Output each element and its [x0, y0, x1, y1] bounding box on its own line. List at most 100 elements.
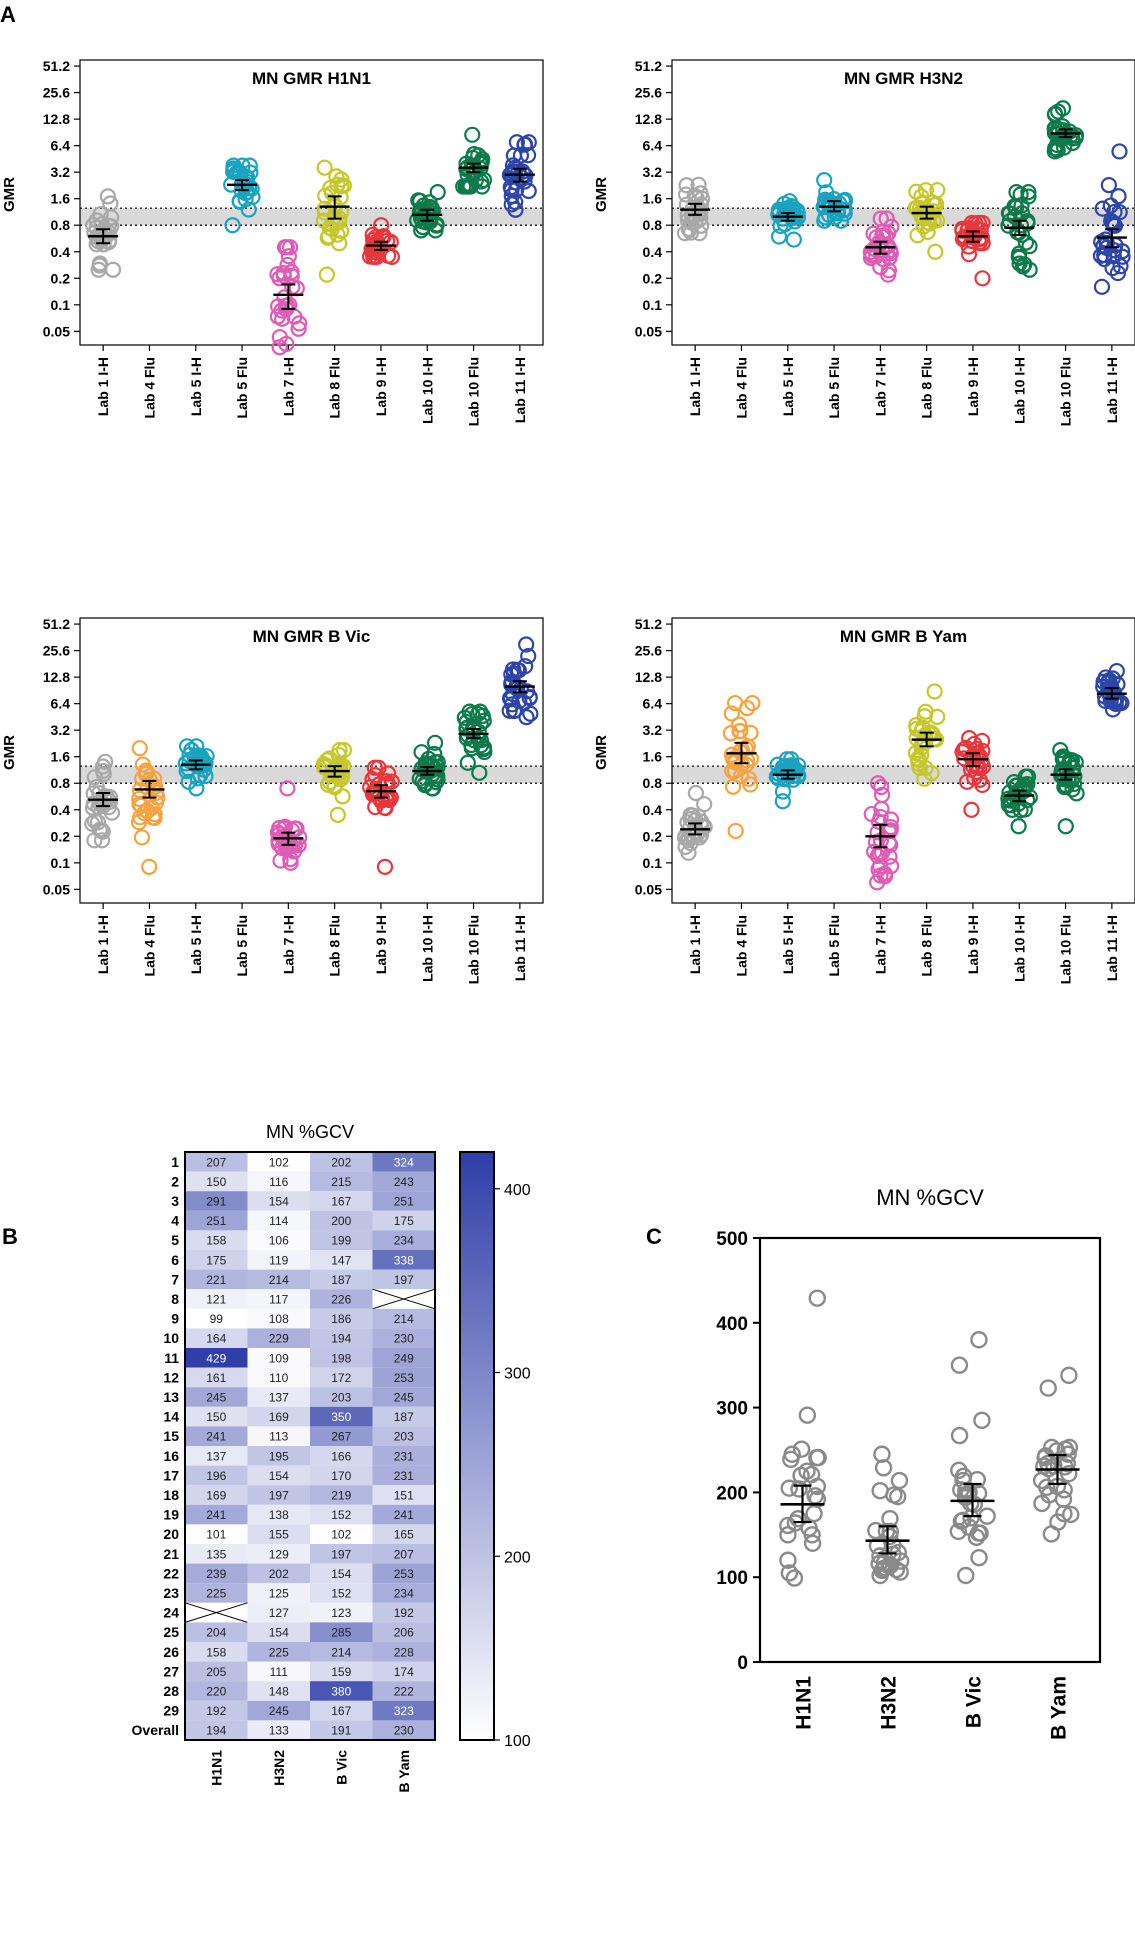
- y-axis-label: GMR: [1, 177, 18, 212]
- gcv-point: [785, 1569, 804, 1587]
- heatmap-cell: [310, 1642, 373, 1662]
- data-point: [1094, 200, 1111, 217]
- heatmap-cell: [185, 1152, 248, 1172]
- heatmap-cell: [185, 1563, 248, 1584]
- x-tick-label: Lab 5 I-H: [780, 915, 796, 974]
- y-tick-label: 0.2: [51, 270, 71, 286]
- heatmap-cell: [185, 1328, 248, 1348]
- series-lab-5-flu: [815, 172, 854, 229]
- heatmap-cell-value: 202: [269, 1567, 289, 1581]
- data-point: [518, 636, 535, 653]
- data-point: [459, 178, 476, 195]
- heatmap-cell: [185, 1700, 248, 1721]
- heatmap-cell-value: 186: [331, 1312, 351, 1326]
- heatmap-cell: [185, 1269, 248, 1290]
- data-point: [974, 270, 991, 287]
- heatmap-row-label: 16: [163, 1448, 179, 1464]
- heatmap-cell-value: 119: [269, 1253, 288, 1267]
- heatmap-row-label: 14: [163, 1409, 179, 1425]
- heatmap-cell-value: 137: [269, 1391, 289, 1405]
- data-point: [327, 215, 344, 232]
- data-point: [269, 308, 287, 325]
- heatmap-row-label: 21: [163, 1546, 179, 1562]
- y-tick-label: 0.4: [643, 802, 663, 818]
- x-tick-label: Lab 5 Flu: [234, 357, 250, 418]
- gcv-point: [871, 1547, 889, 1565]
- y-tick-label: 3.2: [643, 722, 663, 738]
- series-lab-10-flu: [1050, 742, 1085, 835]
- y-tick-label: 12.8: [43, 111, 70, 127]
- series-lab-11-i-h: [1095, 662, 1130, 718]
- heatmap-cell-value: 198: [331, 1351, 351, 1365]
- chart-mn-gmr-h3n2: MN GMR H3N2 0.05 0.1 0.2 0.4 0.8 1.6 3.2 6.4 12.8…: [593, 58, 1135, 426]
- heatmap-cell-value: 159: [331, 1665, 351, 1679]
- heatmap-cell-value: 169: [206, 1489, 226, 1503]
- plot-frame: [79, 617, 544, 904]
- heatmap-column-label: H3N2: [271, 1750, 287, 1786]
- data-point: [1105, 247, 1122, 265]
- heatmap-cell: [372, 1661, 435, 1682]
- data-point: [316, 759, 333, 776]
- data-point: [873, 786, 891, 804]
- data-point: [520, 647, 537, 665]
- x-tick-label: Lab 1 I-H: [687, 357, 703, 416]
- heatmap-cell-value: 167: [331, 1704, 351, 1718]
- heatmap-cell-value: 206: [394, 1626, 414, 1640]
- heatmap-cell: [372, 1504, 435, 1525]
- data-point: [472, 737, 489, 754]
- heatmap-cell-value: 225: [206, 1587, 226, 1601]
- heatmap-cell: [185, 1289, 248, 1309]
- heatmap-cell: [310, 1446, 373, 1466]
- heatmap-cell-value: 199: [331, 1234, 351, 1248]
- data-point: [1020, 188, 1037, 205]
- y-axis-label: GMR: [1, 735, 18, 770]
- x-tick-label: Lab 5 I-H: [188, 915, 204, 974]
- data-point: [1020, 184, 1037, 201]
- x-tick-label: Lab 5 Flu: [234, 915, 250, 976]
- x-tick-label: Lab 7 I-H: [872, 357, 888, 416]
- data-point: [1021, 238, 1038, 255]
- x-tick-label: Lab 11 I-H: [512, 915, 528, 981]
- data-point: [1017, 778, 1034, 796]
- heatmap-cell: [247, 1661, 310, 1682]
- data-point: [1004, 801, 1021, 818]
- x-tick-label: H1N1: [793, 1676, 816, 1730]
- heatmap-cell: [372, 1524, 435, 1544]
- heatmap-cell-value: 169: [269, 1410, 289, 1424]
- heatmap-cell: [372, 1485, 435, 1505]
- data-point: [731, 716, 748, 733]
- heatmap-cell: [185, 1622, 248, 1642]
- gcv-point: [970, 1331, 988, 1349]
- heatmap-cell: [247, 1720, 310, 1740]
- data-point: [882, 811, 900, 828]
- heatmap-cell: [372, 1387, 435, 1407]
- heatmap-cell-value: 158: [206, 1645, 226, 1659]
- data-point: [724, 762, 741, 779]
- x-tick-label: Lab 5 Flu: [826, 915, 842, 976]
- heatmap-row-label: 13: [163, 1389, 179, 1405]
- heatmap-cell: [310, 1720, 373, 1740]
- data-point: [909, 227, 926, 244]
- heatmap-cell-value: 114: [269, 1214, 288, 1228]
- data-point: [880, 262, 898, 279]
- gcv-series-b-yam: [1032, 1366, 1080, 1543]
- y-tick-label: 0: [737, 1653, 748, 1674]
- data-point: [1110, 188, 1127, 205]
- data-point: [290, 320, 307, 337]
- heatmap-row-label: 10: [163, 1330, 179, 1346]
- data-point: [1100, 176, 1117, 194]
- data-point: [727, 822, 744, 840]
- data-point: [687, 784, 704, 802]
- data-point: [133, 797, 150, 814]
- data-point: [464, 126, 481, 143]
- data-point: [242, 164, 259, 181]
- heatmap-cell-value: 197: [394, 1273, 414, 1287]
- series-lab-8-flu: [315, 742, 353, 823]
- gcv-point: [871, 1482, 889, 1500]
- data-point: [816, 172, 833, 189]
- heatmap-row-label: 2: [171, 1173, 179, 1189]
- gcv-point: [809, 1448, 827, 1467]
- heatmap-cell-value: 245: [394, 1391, 414, 1405]
- gmr-scatter-panels: MN GMR H1N1 0.05 0.1 0.2 0.4 0.8 1.6 3.2 6.4 12.8…: [1, 58, 1135, 984]
- data-point: [319, 229, 336, 246]
